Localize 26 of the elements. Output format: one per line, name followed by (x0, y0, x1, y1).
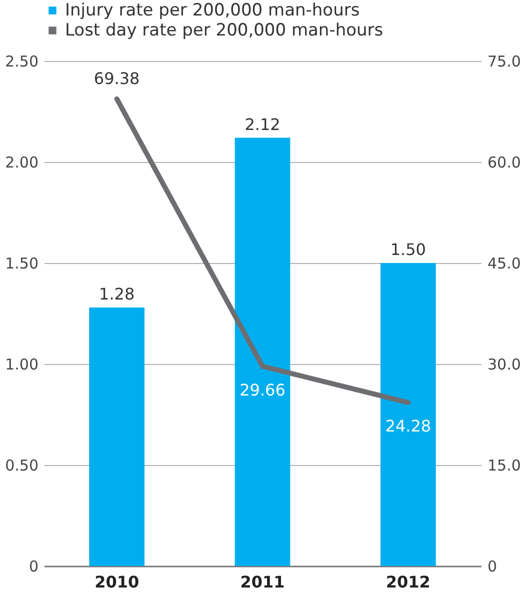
y2-tick-label: 30.0 (488, 356, 521, 374)
x-tick-label: 2012 (386, 572, 430, 592)
bar (89, 307, 145, 566)
bar (380, 263, 436, 566)
legend-label: Injury rate per 200,000 man-hours (65, 0, 360, 20)
data-label: 29.66 (240, 380, 286, 400)
y2-tick-label: 45.0 (488, 254, 521, 272)
y-tick-label: 2.00 (5, 154, 38, 172)
y-tick-label: 1.50 (5, 254, 38, 272)
x-tick-label: 2011 (240, 572, 285, 592)
x-tick-label: 2010 (94, 572, 140, 592)
bar (234, 138, 290, 566)
legend-label: Lost day rate per 200,000 man-hours (65, 20, 384, 40)
data-label: 1.28 (99, 284, 135, 304)
data-label: 24.28 (385, 416, 432, 436)
y2-tick-label: 15.0 (488, 456, 521, 474)
y2-tick-label: 60.0 (488, 154, 521, 172)
y-tick-label: 0 (28, 558, 38, 576)
y2-tick-label: 0 (488, 558, 498, 576)
data-label: 2.12 (244, 114, 280, 134)
y-tick-label: 2.50 (5, 52, 38, 70)
data-label: 1.50 (390, 240, 426, 259)
y-tick-label: 0.50 (5, 456, 38, 474)
y-tick-label: 1.00 (5, 356, 38, 374)
data-label: 69.38 (94, 68, 140, 88)
y2-tick-label: 75.0 (488, 52, 521, 70)
